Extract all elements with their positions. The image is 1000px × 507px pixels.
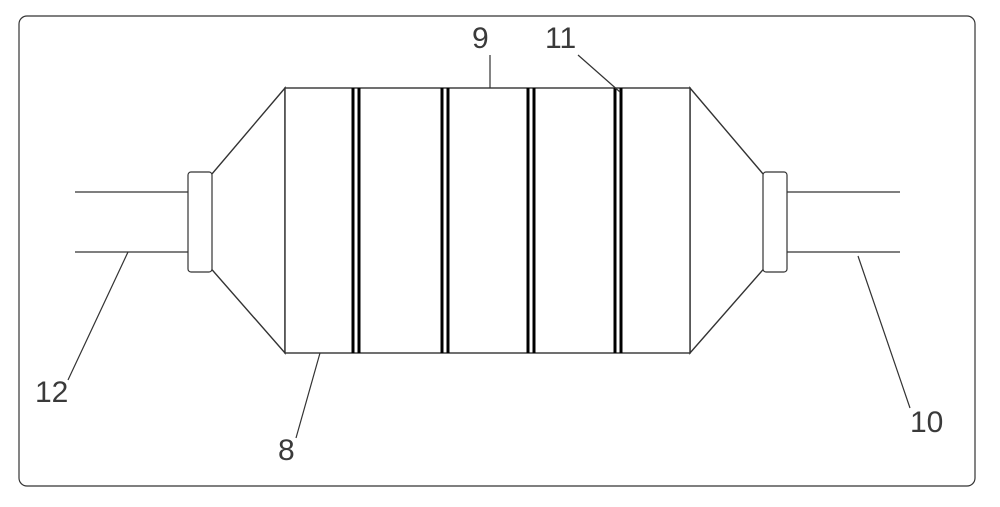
leader-12 [68, 252, 128, 380]
callout-label-10: 10 [910, 406, 943, 439]
callout-label-8: 8 [278, 434, 295, 467]
leader-11 [578, 55, 620, 92]
right-cone [690, 88, 775, 353]
leader-8 [296, 353, 320, 438]
right-flange [763, 172, 787, 272]
callout-label-12: 12 [35, 376, 68, 409]
callout-label-11: 11 [545, 22, 576, 55]
callout-label-9: 9 [472, 22, 489, 55]
left-flange [188, 172, 212, 272]
leader-10 [858, 256, 910, 408]
left-cone [200, 88, 285, 353]
main-body [285, 88, 690, 353]
